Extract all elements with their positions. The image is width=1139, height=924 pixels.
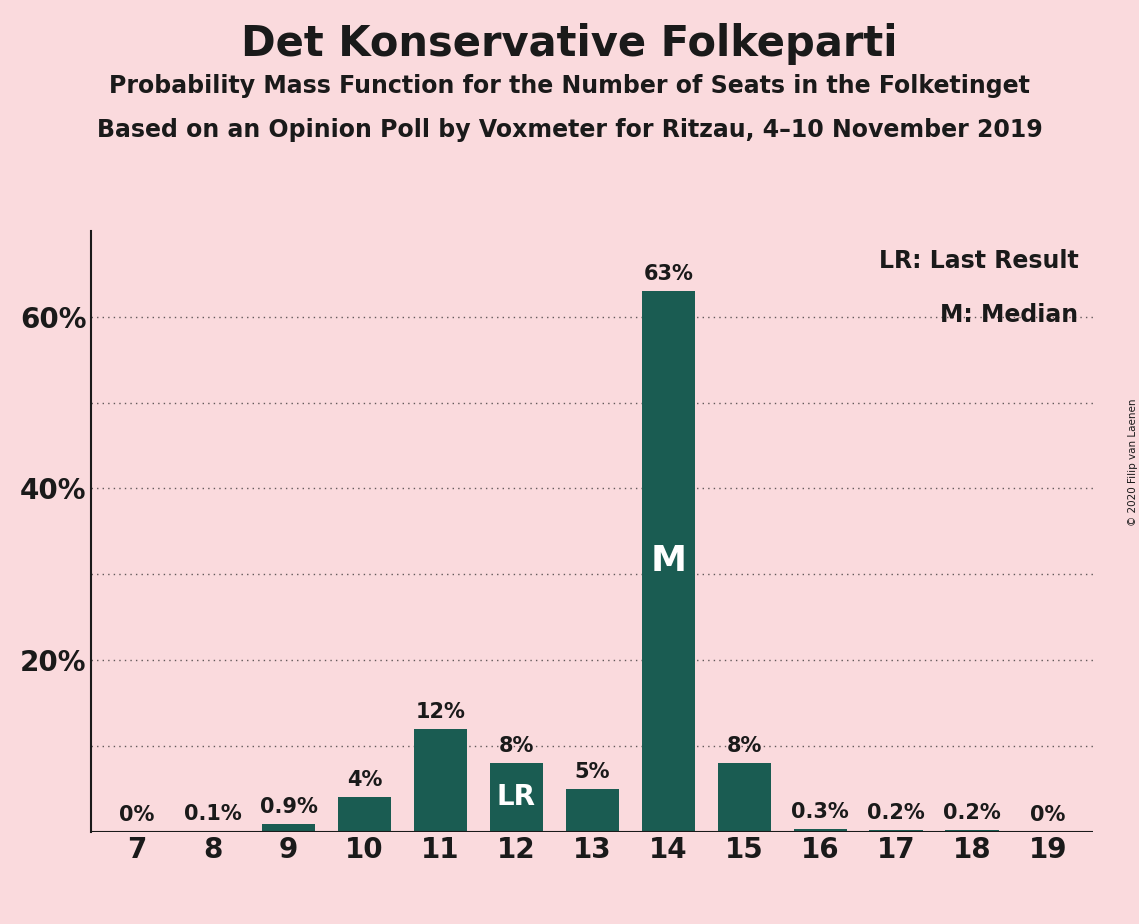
Text: 0.9%: 0.9% <box>260 797 318 817</box>
Bar <box>566 789 618 832</box>
Bar <box>338 797 391 832</box>
Bar <box>945 830 999 832</box>
Bar <box>262 824 316 832</box>
Text: 0.1%: 0.1% <box>183 804 241 824</box>
Text: 4%: 4% <box>346 771 383 790</box>
Text: 8%: 8% <box>499 736 534 756</box>
Text: Det Konservative Folkeparti: Det Konservative Folkeparti <box>241 23 898 65</box>
Text: M: M <box>650 544 686 578</box>
Text: Based on an Opinion Poll by Voxmeter for Ritzau, 4–10 November 2019: Based on an Opinion Poll by Voxmeter for… <box>97 118 1042 142</box>
Bar <box>641 291 695 832</box>
Text: © 2020 Filip van Laenen: © 2020 Filip van Laenen <box>1129 398 1138 526</box>
Text: LR: Last Result: LR: Last Result <box>878 249 1079 273</box>
Text: 12%: 12% <box>416 701 466 722</box>
Text: Probability Mass Function for the Number of Seats in the Folketinget: Probability Mass Function for the Number… <box>109 74 1030 98</box>
Bar <box>413 729 467 832</box>
Bar <box>869 830 923 832</box>
Text: 63%: 63% <box>644 264 694 285</box>
Text: 0.3%: 0.3% <box>792 802 849 822</box>
Text: 8%: 8% <box>727 736 762 756</box>
Text: 0.2%: 0.2% <box>943 803 1001 823</box>
Bar <box>490 763 543 832</box>
Bar <box>794 829 846 832</box>
Text: LR: LR <box>497 784 535 811</box>
Text: 0%: 0% <box>1030 805 1066 825</box>
Text: 0%: 0% <box>118 805 155 825</box>
Text: M: Median: M: Median <box>941 303 1079 327</box>
Bar <box>718 763 771 832</box>
Text: 5%: 5% <box>574 761 611 782</box>
Text: 0.2%: 0.2% <box>867 803 925 823</box>
